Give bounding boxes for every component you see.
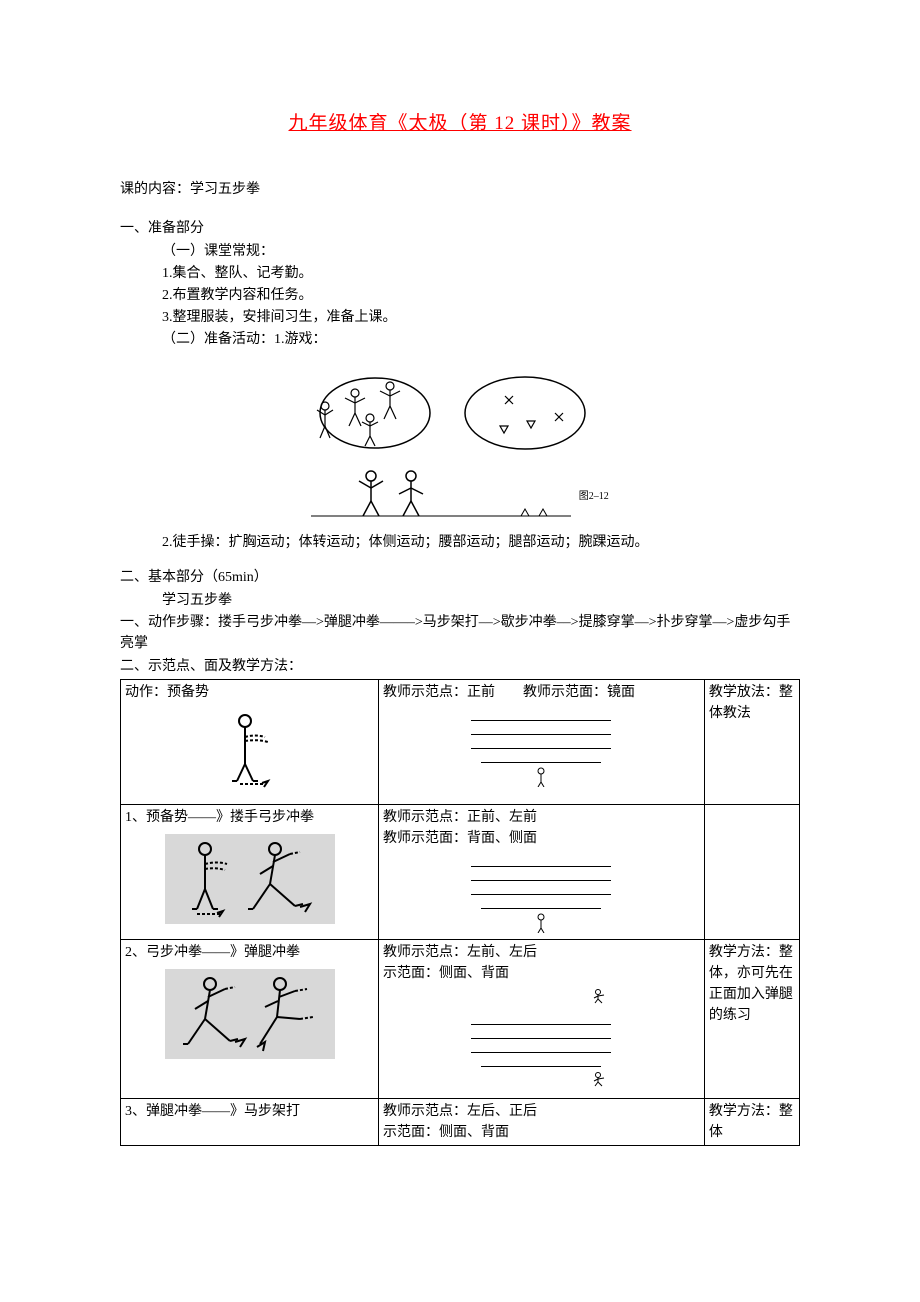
demo-lines-icon bbox=[383, 984, 700, 1096]
section-1-header: 一、准备部分 bbox=[120, 218, 800, 239]
demo-point: 教师示范点：左后、正后 bbox=[383, 1101, 700, 1122]
section-1-item2: 2.布置教学内容和任务。 bbox=[120, 285, 800, 306]
section-1-sub1: （一）课堂常规： bbox=[120, 241, 800, 262]
table-row: 1、预备势——》搂手弓步冲拳 bbox=[121, 804, 800, 939]
action-figure-icon bbox=[125, 963, 374, 1072]
method-cell: 教学方法：整体，亦可先在正面加入弹腿的练习 bbox=[704, 939, 799, 1098]
demo-label: 二、示范点、面及教学方法： bbox=[120, 656, 800, 677]
action-label: 2、弓步冲拳——》弹腿冲拳 bbox=[125, 942, 374, 963]
demo-lines-icon bbox=[383, 703, 700, 789]
method-cell bbox=[704, 804, 799, 939]
method-cell: 教学方法：整体 bbox=[704, 1098, 799, 1145]
action-figure-icon bbox=[125, 828, 374, 937]
demo-table: 动作：预备势 教师示范点：正前 bbox=[120, 679, 800, 1146]
demo-lines-icon bbox=[383, 849, 700, 935]
table-row: 动作：预备势 教师示范点：正前 bbox=[121, 679, 800, 804]
demo-face: 教师示范面：背面、侧面 bbox=[383, 828, 700, 849]
action-steps: 一、动作步骤：搂手弓步冲拳––>弹腿冲拳——–>马步架打––>歇步冲拳––>提膝… bbox=[120, 612, 800, 654]
page-title: 九年级体育《太极（第 12 课时）》教案 bbox=[120, 110, 800, 139]
action-label: 1、预备势——》搂手弓步冲拳 bbox=[125, 807, 374, 828]
demo-face: 教师示范面：镜面 bbox=[523, 685, 635, 700]
section-1-sub2: （二）准备活动：1.游戏： bbox=[120, 329, 800, 350]
action-label: 动作：预备势 bbox=[125, 682, 374, 703]
section-2-header: 二、基本部分（65min） bbox=[120, 567, 800, 588]
action-figure-icon bbox=[125, 703, 374, 802]
content-label: 课的内容：学习五步拳 bbox=[120, 179, 800, 200]
table-row: 3、弹腿冲拳——》马步架打 教师示范点：左后、正后 示范面：侧面、背面 教学方法… bbox=[121, 1098, 800, 1145]
demo-face: 示范面：侧面、背面 bbox=[383, 1122, 700, 1143]
figure-game bbox=[120, 358, 800, 458]
table-row: 2、弓步冲拳——》弹腿冲拳 bbox=[121, 939, 800, 1098]
demo-face: 示范面：侧面、背面 bbox=[383, 963, 700, 984]
section-2-sub: 学习五步拳 bbox=[120, 590, 800, 611]
method-cell: 教学放法：整体教法 bbox=[704, 679, 799, 804]
demo-point: 教师示范点：正前 bbox=[383, 685, 495, 700]
section-1-item1: 1.集合、整队、记考勤。 bbox=[120, 263, 800, 284]
figure-stand: 图2–12 bbox=[120, 466, 800, 526]
demo-point: 教师示范点：正前、左前 bbox=[383, 807, 700, 828]
action-label: 3、弹腿冲拳——》马步架打 bbox=[125, 1101, 374, 1122]
figure-label: 图2–12 bbox=[579, 491, 609, 502]
demo-point: 教师示范点：左前、左后 bbox=[383, 942, 700, 963]
section-1-item3: 3.整理服装，安排间习生，准备上课。 bbox=[120, 307, 800, 328]
exercise-list: 2.徒手操：扩胸运动；体转运动；体侧运动；腰部运动；腿部运动；腕踝运动。 bbox=[120, 532, 800, 553]
